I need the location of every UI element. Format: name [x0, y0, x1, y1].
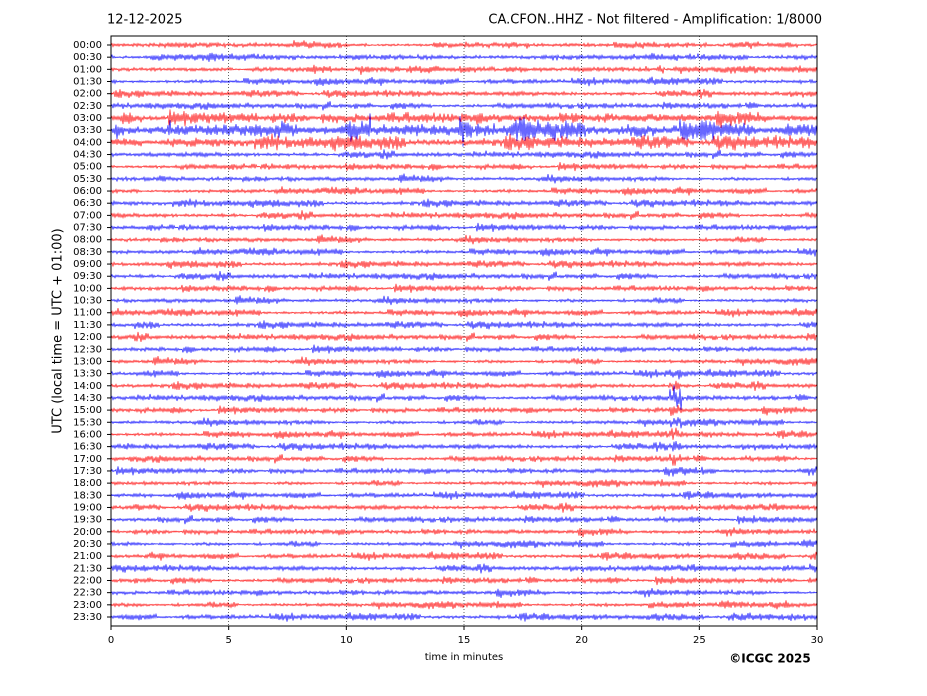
y-tick-label: 07:30 — [73, 223, 102, 234]
credit: ©ICGC 2025 — [729, 652, 811, 666]
x-axis-label: time in minutes — [425, 652, 504, 663]
trace — [110, 222, 818, 232]
x-tick-label: 15 — [458, 635, 471, 646]
trace — [110, 588, 818, 599]
trace — [110, 259, 818, 269]
x-tick-label: 5 — [225, 635, 231, 646]
y-tick-label: 16:00 — [73, 429, 102, 440]
y-tick-label: 13:30 — [73, 369, 102, 380]
y-tick-label: 20:30 — [73, 539, 102, 550]
y-tick-label: 17:30 — [73, 466, 102, 477]
y-tick-label: 08:00 — [73, 235, 102, 246]
trace — [110, 385, 818, 411]
x-tick-label: 0 — [108, 635, 114, 646]
y-axis-label: UTC (local time = UTC + 01:00) — [51, 228, 66, 433]
y-tick-label: 04:30 — [73, 150, 102, 161]
y-tick-label: 09:00 — [73, 259, 102, 270]
y-tick-label: 21:00 — [73, 551, 102, 562]
y-tick-label: 06:30 — [73, 198, 102, 209]
y-tick-label: 05:30 — [73, 174, 102, 185]
trace — [110, 612, 818, 622]
y-tick-label: 17:00 — [73, 454, 102, 465]
y-tick-label: 16:30 — [73, 442, 102, 453]
trace — [110, 514, 818, 525]
y-tick-label: 15:00 — [73, 405, 102, 416]
y-tick-label: 13:00 — [73, 356, 102, 367]
trace — [110, 113, 818, 147]
y-tick-label: 04:00 — [73, 137, 102, 148]
trace — [110, 576, 818, 586]
y-tick-label: 01:00 — [73, 64, 102, 75]
y-tick-label: 05:00 — [73, 162, 102, 173]
y-tick-label: 03:30 — [73, 125, 102, 136]
date: 12-12-2025 — [107, 13, 183, 28]
y-tick-label: 23:00 — [73, 600, 102, 611]
y-tick-label: 07:00 — [73, 210, 102, 221]
y-tick-label: 09:30 — [73, 271, 102, 282]
y-tick-label: 22:00 — [73, 575, 102, 586]
trace — [110, 173, 818, 184]
trace — [110, 186, 818, 196]
y-tick-label: 19:00 — [73, 502, 102, 513]
y-tick-label: 02:30 — [73, 101, 102, 112]
trace — [110, 234, 818, 245]
y-tick-label: 03:00 — [73, 113, 102, 124]
y-tick-label: 23:30 — [73, 612, 102, 623]
y-tick-label: 06:00 — [73, 186, 102, 197]
trace — [110, 40, 818, 50]
y-tick-label: 14:30 — [73, 393, 102, 404]
y-tick-label: 11:00 — [73, 308, 102, 319]
y-tick-label: 12:00 — [73, 332, 102, 343]
y-tick-label: 18:00 — [73, 478, 102, 489]
y-tick-label: 00:30 — [73, 52, 102, 63]
x-tick-label: 25 — [693, 635, 706, 646]
y-tick-label: 21:30 — [73, 563, 102, 574]
x-tick-label: 10 — [340, 635, 353, 646]
y-tick-label: 10:30 — [73, 296, 102, 307]
y-tick-label: 02:00 — [73, 89, 102, 100]
x-tick-label: 30 — [811, 635, 824, 646]
y-tick-label: 08:30 — [73, 247, 102, 258]
y-tick-label: 20:00 — [73, 527, 102, 538]
trace — [110, 198, 818, 209]
trace — [110, 368, 818, 380]
y-tick-label: 01:30 — [73, 77, 102, 88]
y-tick-label: 15:30 — [73, 417, 102, 428]
x-tick-label: 20 — [575, 635, 588, 646]
y-tick-label: 19:30 — [73, 515, 102, 526]
trace — [110, 380, 818, 392]
y-tick-label: 00:00 — [73, 40, 102, 51]
trace — [110, 133, 818, 152]
trace — [110, 600, 818, 610]
chart-title: CA.CFON..HHZ - Not filtered - Amplificat… — [488, 13, 822, 28]
trace — [110, 539, 818, 549]
y-tick-label: 10:00 — [73, 283, 102, 294]
trace — [110, 551, 818, 561]
trace — [110, 162, 818, 172]
trace — [110, 295, 818, 306]
y-tick-label: 12:30 — [73, 344, 102, 355]
y-tick-label: 18:30 — [73, 490, 102, 501]
y-tick-label: 11:30 — [73, 320, 102, 331]
trace — [110, 210, 818, 221]
y-tick-label: 22:30 — [73, 588, 102, 599]
y-tick-label: 14:00 — [73, 381, 102, 392]
